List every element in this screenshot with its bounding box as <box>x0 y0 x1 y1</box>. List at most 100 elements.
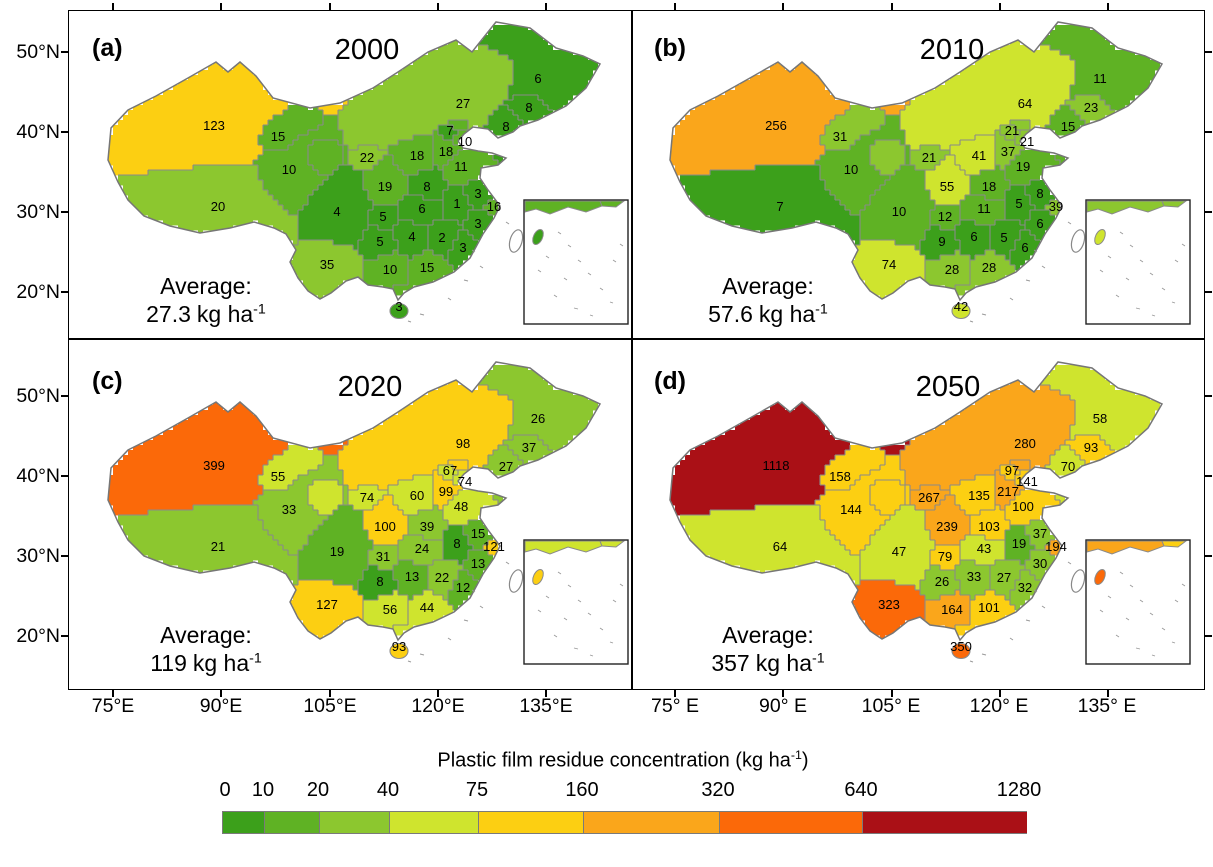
region-fill <box>463 525 488 531</box>
region-fill <box>860 220 930 226</box>
region-fill <box>1080 455 1105 461</box>
region-fill <box>895 510 925 516</box>
region-fill <box>433 165 438 171</box>
region-fill <box>108 485 263 491</box>
region-value-label: 194 <box>1045 539 1067 554</box>
region-fill <box>308 155 343 161</box>
region-fill <box>368 210 398 216</box>
region-value-label: 13 <box>470 556 486 571</box>
region-fill <box>1000 45 1030 51</box>
region-fill <box>488 200 498 206</box>
region-fill <box>670 490 825 496</box>
region-fill <box>1030 180 1045 186</box>
region-fill <box>1025 220 1055 226</box>
region-fill <box>343 490 348 496</box>
region-value-label: 8 <box>502 119 510 134</box>
region-fill <box>955 575 990 581</box>
region-fill <box>443 200 468 206</box>
region-fill <box>1010 185 1025 191</box>
region-fill <box>338 480 343 486</box>
axis-tick <box>782 3 784 10</box>
region-fill <box>348 145 358 151</box>
region-fill <box>995 500 1010 506</box>
region-fill <box>363 525 408 531</box>
region-fill <box>900 465 1000 471</box>
region-fill <box>508 425 588 431</box>
region-fill <box>905 130 995 136</box>
region-fill <box>398 205 443 211</box>
region-fill <box>820 495 870 501</box>
region-fill <box>373 505 398 511</box>
region-fill <box>890 175 925 181</box>
region-fill <box>428 50 498 56</box>
region-fill <box>1000 465 1015 471</box>
region-fill <box>283 230 298 236</box>
region-fill <box>343 150 348 156</box>
region-fill <box>725 430 830 436</box>
region-fill <box>725 560 815 566</box>
region-fill <box>393 225 428 231</box>
region-value-label: 27 <box>455 96 471 111</box>
region-value-label: 37 <box>521 440 537 455</box>
region-fill <box>263 185 318 191</box>
axis-tick <box>112 690 114 697</box>
region-fill <box>393 630 403 636</box>
region-fill <box>930 225 940 231</box>
region-fill <box>690 200 840 206</box>
region-fill <box>273 225 298 231</box>
region-fill <box>453 580 478 586</box>
lon-tick-label: 105° E <box>861 695 921 717</box>
region-fill <box>308 290 333 296</box>
region-fill <box>433 590 448 596</box>
region-fill <box>795 405 810 411</box>
region-fill <box>393 155 433 161</box>
region-fill <box>463 185 488 191</box>
region-fill <box>293 245 353 251</box>
colorbar <box>222 811 1027 834</box>
region-fill <box>930 220 960 226</box>
region-fill <box>363 520 408 526</box>
region-fill <box>1025 225 1050 231</box>
region-fill <box>398 480 433 486</box>
region-fill <box>910 150 950 156</box>
region-value-label: 144 <box>840 502 862 517</box>
region-value-label: 26 <box>934 574 950 589</box>
region-fill <box>298 235 363 241</box>
region-value-label: 33 <box>966 569 982 584</box>
region-fill <box>363 575 393 581</box>
region-value-label: 135 <box>968 488 990 503</box>
region-fill <box>368 220 398 226</box>
region-fill <box>920 590 955 596</box>
region-value-label: 3 <box>459 240 467 255</box>
china-map-2020: 399 21 33 55 98 26 37 27 67 74 99 60 74 100 48 39 15 8 121… <box>68 350 630 677</box>
region-value-label: 64 <box>1017 96 1033 111</box>
region-fill <box>438 385 468 391</box>
region-fill <box>955 500 995 506</box>
region-fill <box>870 535 930 541</box>
region-fill <box>163 220 253 226</box>
region-fill <box>1000 470 1020 476</box>
region-fill <box>885 450 900 456</box>
region-fill <box>318 445 343 451</box>
region-fill <box>710 215 860 221</box>
region-fill <box>955 230 990 236</box>
region-fill <box>513 420 588 426</box>
region-fill <box>985 535 1005 541</box>
region-value-label: 30 <box>1032 556 1048 571</box>
region-fill <box>428 245 453 251</box>
region-fill <box>438 125 453 131</box>
region-fill <box>513 95 538 101</box>
region-fill <box>428 225 463 231</box>
region-fill <box>930 530 970 536</box>
region-fill <box>955 565 990 571</box>
region-fill <box>343 100 348 106</box>
region-fill <box>308 150 343 156</box>
region-fill <box>990 575 1020 581</box>
region-fill <box>328 175 363 181</box>
region-value-label: 5 <box>379 209 387 224</box>
region-fill <box>478 40 548 46</box>
region-fill <box>128 200 278 206</box>
region-fill <box>428 230 458 236</box>
region-fill <box>443 165 483 171</box>
inset-hainan <box>532 229 544 245</box>
